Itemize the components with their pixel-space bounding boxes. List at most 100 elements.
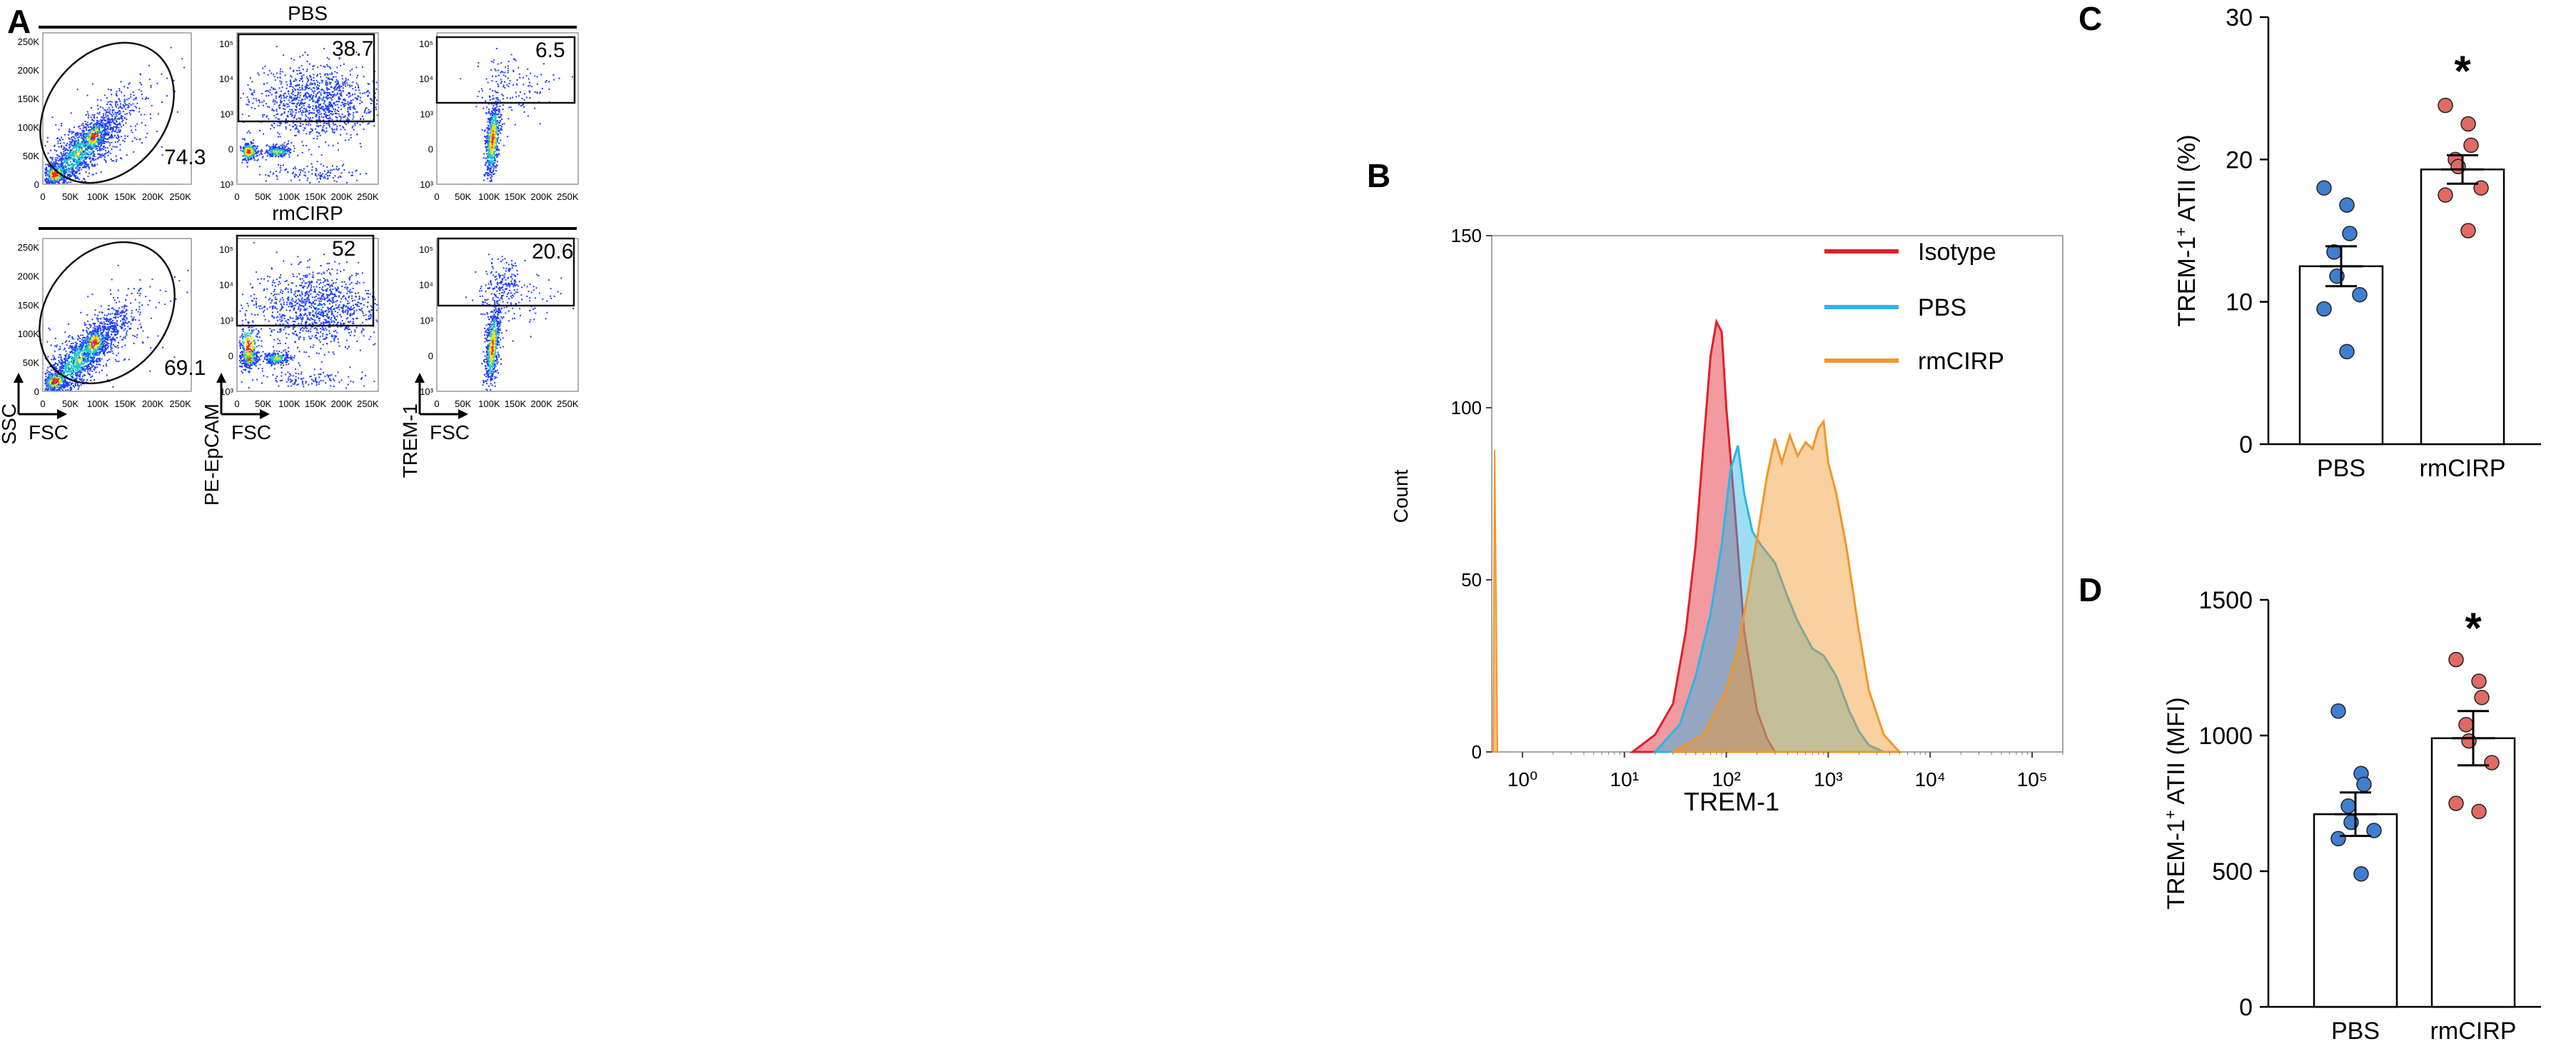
y-tick-label: 10⁵ [419, 39, 433, 49]
scatter-dots [44, 46, 185, 184]
y-tick-label: 10³ [420, 315, 433, 326]
y-arrow-head [216, 373, 226, 383]
x-tick-label: 200K [142, 398, 164, 409]
y-tick-label: 10⁵ [219, 39, 233, 49]
y-arrow-head [14, 373, 24, 383]
x-tick-label: 150K [305, 398, 327, 409]
y-tick-label: 10³ [220, 386, 233, 397]
x-arrow-head [458, 409, 468, 419]
y-tick-label: 10³ [420, 386, 433, 397]
x-tick-label: 50K [455, 191, 471, 202]
gate-percentage: 74.3 [164, 146, 206, 169]
bar-group-rmcirp: rmCIRP * [2430, 604, 2517, 1045]
x-tick-label: 10² [1712, 768, 1740, 790]
legend-item-isotype: Isotype [1824, 239, 1996, 266]
y-tick-label: 10⁴ [219, 280, 233, 291]
y-axis-label: SSC [0, 403, 20, 445]
y-tick-label: 50 [1461, 569, 1482, 591]
x-axis-label: FSC [29, 421, 69, 443]
y-label-superscript: + [2161, 810, 2179, 819]
panel-c-bar-chart: 0 10 20 30 PBS rmCIRP * TREM-1+ ATII (%) [2172, 4, 2541, 482]
data-point [2316, 180, 2332, 196]
y-tick-label: 500 [2212, 858, 2253, 885]
panel-letter-c: C [2079, 0, 2102, 37]
x-tick-label: 10⁰ [1507, 768, 1537, 790]
y-tick-label: 0 [2239, 431, 2253, 458]
data-point [2471, 803, 2487, 820]
y-tick-label: 100 [1451, 397, 1482, 418]
rmcirp-edge-spike [1492, 449, 1499, 753]
y-tick-label: 0 [2239, 994, 2253, 1021]
scatter-dots [465, 254, 575, 391]
y-axis-label: Count [1390, 469, 1412, 523]
y-tick-label: 10⁴ [219, 74, 233, 84]
y-tick-label: 10⁴ [419, 74, 433, 84]
x-tick-label: 0 [434, 398, 439, 409]
plot-frame [42, 238, 192, 392]
x-tick-label: 50K [455, 398, 471, 409]
x-tick-label: 0 [434, 191, 439, 202]
category-label: rmCIRP [2420, 455, 2506, 482]
x-tick-label: 0 [234, 398, 239, 409]
x-tick-label: 100K [278, 191, 300, 202]
y-tick-label: 0 [428, 144, 433, 155]
x-tick-label: 10⁴ [1915, 768, 1946, 790]
gate-percentage: 20.6 [532, 240, 573, 263]
category-label: PBS [2317, 455, 2365, 482]
scatter-dots [460, 48, 573, 182]
x-tick-label: 50K [62, 398, 79, 409]
x-axis-label: FSC [430, 421, 470, 443]
data-point [2352, 286, 2368, 303]
x-tick-label: 50K [255, 398, 271, 409]
panel-letter-a: A [7, 3, 31, 40]
panel-b-histogram: 0 50 100 150 10⁰ 10¹ 10² 10³ 10⁴ 10⁵ TREM-1 Count Is… [1390, 225, 2064, 816]
x-tick-label: 10¹ [1610, 768, 1639, 790]
y-tick-label: 0 [34, 386, 39, 397]
x-tick-label: 250K [357, 191, 379, 202]
x-tick-label: 200K [530, 398, 552, 409]
legend-label: PBS [1918, 294, 1966, 321]
plot-frame [42, 32, 192, 185]
legend-label: rmCIRP [1918, 348, 2004, 375]
scatter-dots [238, 241, 378, 389]
row-title: PBS [288, 2, 328, 24]
y-tick-label: 250K [18, 36, 40, 47]
scatter-dots [239, 46, 378, 184]
gate-rectangle [236, 234, 375, 327]
data-point [2356, 776, 2372, 793]
x-tick-label: 150K [305, 191, 327, 202]
y-tick-label: 0 [228, 351, 233, 361]
gate-percentage: 38.7 [332, 37, 373, 61]
y-tick-label: 0 [428, 351, 433, 361]
y-tick-label: 150K [18, 300, 40, 311]
data-point [2438, 97, 2453, 114]
x-tick-label: 100K [278, 398, 300, 409]
y-tick-label: 50K [23, 151, 39, 161]
gate-ellipse [39, 41, 175, 184]
y-tick-label: 0 [34, 179, 39, 190]
data-point [2330, 703, 2346, 719]
x-tick-label: 50K [255, 191, 271, 202]
axis-arrows: PE-EpCAM FSC [201, 373, 271, 506]
significance-star: * [2465, 604, 2482, 652]
gate-rectangle [237, 33, 375, 123]
panel-letter-d: D [2079, 571, 2102, 608]
panel-letter-b: B [1367, 157, 1390, 194]
x-tick-label: 50K [62, 191, 79, 202]
legend-item-pbs: PBS [1824, 294, 1966, 321]
plot-frame [436, 32, 579, 185]
y-label-main: TREM-1 [2163, 819, 2190, 910]
data-point [2484, 755, 2500, 771]
gate-rectangle [437, 237, 575, 307]
x-arrow-head [57, 409, 67, 419]
x-tick-label: 250K [357, 398, 379, 409]
flow-plot: 0 50K 100K 150K 200K 250K 0 50K 100K 150K 200K 250K… [18, 238, 206, 409]
y-arrow-head [415, 373, 425, 383]
y-tick-label: 10³ [220, 179, 233, 190]
gate-percentage: 52 [332, 237, 355, 261]
x-tick-label: 200K [330, 191, 353, 202]
